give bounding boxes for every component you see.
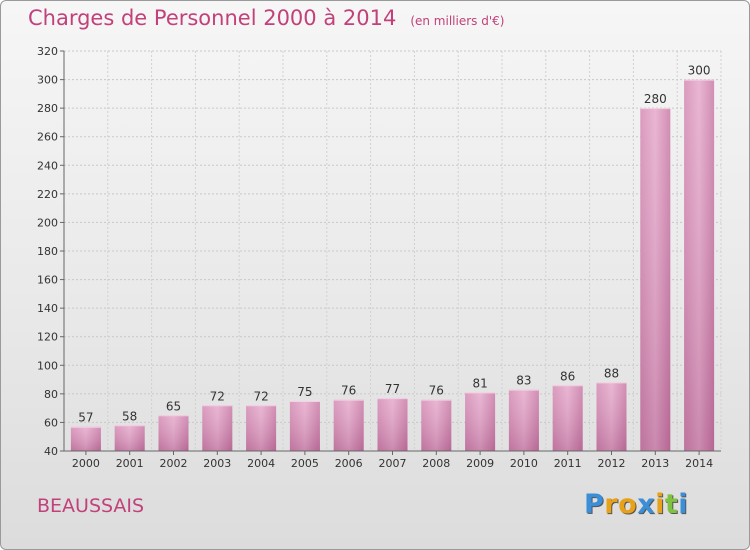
y-tick-label: 80 — [44, 388, 58, 401]
y-tick-label: 160 — [37, 274, 58, 287]
logo-letter: i — [678, 489, 689, 520]
y-tick-label: 240 — [37, 159, 58, 172]
y-tick-label: 60 — [44, 416, 58, 429]
logo-letter: o — [618, 489, 638, 520]
data-label: 57 — [78, 411, 93, 425]
x-tick-label: 2004 — [247, 457, 275, 470]
y-tick-label: 120 — [37, 331, 58, 344]
data-label: 88 — [604, 366, 619, 380]
axis-layer: 40 60 80 100 120 140 160 180 200 220 240 260 280 300 3… — [37, 45, 721, 470]
x-tick-label: 2005 — [291, 457, 319, 470]
data-label: 81 — [472, 376, 487, 390]
y-tick-label: 300 — [37, 74, 58, 87]
x-tick-label: 2013 — [641, 457, 669, 470]
data-label: 72 — [253, 389, 268, 403]
y-tick-label: 100 — [37, 359, 58, 372]
x-tick-label: 2008 — [422, 457, 450, 470]
x-tick-label: 2014 — [685, 457, 713, 470]
data-label: 76 — [429, 384, 444, 398]
y-tick-label: 220 — [37, 188, 58, 201]
y-tick-label: 320 — [37, 45, 58, 58]
bar-shade — [114, 425, 145, 451]
x-tick-label: 2010 — [510, 457, 538, 470]
data-label: 75 — [297, 385, 312, 399]
data-label: 86 — [560, 369, 575, 383]
bar-shade — [684, 79, 715, 452]
logo-letter: t — [664, 489, 679, 520]
x-tick-label: 2002 — [160, 457, 188, 470]
y-tick-label: 280 — [37, 102, 58, 115]
logo-letter: r — [604, 489, 619, 520]
logo-letter: i — [655, 489, 665, 520]
bar-shade — [70, 426, 101, 451]
x-tick-label: 2009 — [466, 457, 494, 470]
bar-shade — [421, 399, 452, 451]
x-tick-label: 2011 — [554, 457, 582, 470]
data-label: 58 — [122, 409, 137, 423]
logo-letter: x — [637, 489, 656, 520]
x-tick-label: 2006 — [335, 457, 363, 470]
x-tick-label: 2001 — [116, 457, 144, 470]
data-label: 280 — [644, 92, 667, 106]
proxiti-logo: Proxiti — [584, 489, 688, 520]
bar-shade — [552, 385, 583, 451]
bar-shade — [333, 399, 364, 451]
logo-letter: P — [584, 489, 605, 520]
bar-shade — [202, 405, 233, 451]
data-label: 300 — [688, 64, 711, 78]
chart-title: Charges de Personnel 2000 à 2014 (en mill… — [28, 6, 504, 30]
y-tick-label: 260 — [37, 131, 58, 144]
commune-name: BEAUSSAIS — [37, 495, 145, 517]
bar-shade — [508, 389, 539, 451]
bar-shade — [246, 405, 277, 451]
bar-shade — [377, 398, 408, 451]
y-tick-label: 200 — [37, 216, 58, 229]
data-label: 72 — [210, 389, 225, 403]
x-tick-label: 2007 — [379, 457, 407, 470]
x-tick-label: 2000 — [72, 457, 100, 470]
bar-shade — [596, 382, 627, 451]
bar-shade — [465, 392, 496, 451]
y-tick-label: 40 — [44, 445, 58, 458]
bar-shade — [289, 401, 320, 451]
y-tick-label: 140 — [37, 302, 58, 315]
data-label: 76 — [341, 384, 356, 398]
data-label: 77 — [385, 382, 400, 396]
chart-unit: (en milliers d'€) — [410, 14, 505, 28]
bars-layer: 57 58 65 72 72 75 76 77 76 81 83 86 88 280 300 — [70, 64, 715, 452]
bar-shade — [158, 415, 189, 451]
data-label: 83 — [516, 374, 531, 388]
y-tick-label: 180 — [37, 245, 58, 258]
chart-title-text: Charges de Personnel 2000 à 2014 — [28, 6, 397, 30]
bar-shade — [640, 108, 671, 452]
data-label: 65 — [166, 399, 181, 413]
x-tick-label: 2003 — [203, 457, 231, 470]
x-tick-label: 2012 — [598, 457, 626, 470]
